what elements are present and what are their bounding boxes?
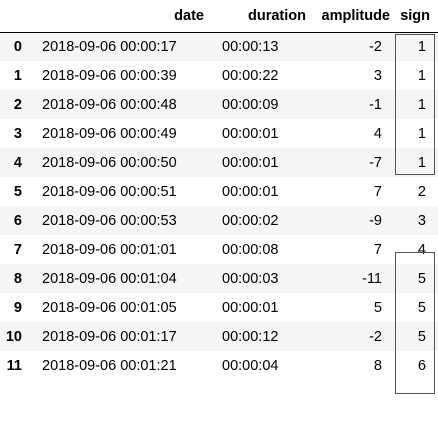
cell-duration: 00:00:02: [222, 212, 279, 229]
cell-duration: 00:00:12: [222, 328, 279, 345]
column-header-amplitude: amplitude: [321, 7, 390, 24]
cell-date: 2018-09-06 00:00:53: [42, 212, 177, 229]
row-index: 3: [13, 125, 22, 142]
table-row: 8 2018-09-06 00:01:04 00:00:03 -11 5: [0, 264, 438, 293]
column-header-duration: duration: [248, 7, 306, 24]
cell-amplitude: -2: [369, 328, 382, 345]
cell-date: 2018-09-06 00:00:17: [42, 38, 177, 55]
cell-sign: 4: [417, 241, 426, 258]
table-body: 0 2018-09-06 00:00:17 00:00:13 -2 1 1 2018-09-…: [0, 32, 438, 380]
table-row: 3 2018-09-06 00:00:49 00:00:01 4 1: [0, 119, 438, 148]
cell-sign: 2: [417, 183, 426, 200]
row-index: 11: [6, 357, 22, 374]
table-row: 7 2018-09-06 00:01:01 00:00:08 7 4: [0, 235, 438, 264]
cell-duration: 00:00:01: [222, 125, 279, 142]
cell-sign: 1: [417, 67, 426, 84]
cell-amplitude: 5: [373, 299, 382, 316]
cell-sign: 5: [417, 299, 426, 316]
cell-duration: 00:00:01: [222, 154, 279, 171]
cell-sign: 5: [417, 270, 426, 287]
cell-amplitude: 8: [373, 357, 382, 374]
cell-duration: 00:00:09: [222, 96, 279, 113]
dataframe-table: date duration amplitude sign 0 2018-09-06…: [0, 0, 438, 380]
cell-amplitude: 3: [373, 67, 382, 84]
cell-amplitude: 7: [373, 183, 382, 200]
table-row: 11 2018-09-06 00:01:21 00:00:04 8 6: [0, 351, 438, 380]
row-index: 8: [13, 270, 22, 287]
table-row: 1 2018-09-06 00:00:39 00:00:22 3 1: [0, 61, 438, 90]
header-row: date duration amplitude sign: [0, 0, 438, 32]
table-row: 10 2018-09-06 00:01:17 00:00:12 -2 5: [0, 322, 438, 351]
cell-date: 2018-09-06 00:00:49: [42, 125, 177, 142]
cell-duration: 00:00:04: [222, 357, 279, 374]
table-row: 4 2018-09-06 00:00:50 00:00:01 -7 1: [0, 148, 438, 177]
row-index: 5: [13, 183, 22, 200]
cell-date: 2018-09-06 00:01:01: [42, 241, 177, 258]
table-header: date duration amplitude sign: [0, 0, 438, 32]
row-index: 6: [13, 212, 22, 229]
cell-date: 2018-09-06 00:00:48: [42, 96, 177, 113]
row-index: 1: [13, 67, 22, 84]
row-index: 10: [5, 328, 22, 345]
cell-date: 2018-09-06 00:00:50: [42, 154, 177, 171]
cell-amplitude: -2: [369, 38, 382, 55]
index-header: [0, 0, 36, 32]
cell-date: 2018-09-06 00:01:17: [42, 328, 177, 345]
row-index: 4: [13, 154, 22, 171]
row-index: 7: [13, 241, 22, 258]
cell-amplitude: -1: [369, 96, 382, 113]
dataframe-output: date duration amplitude sign 0 2018-09-06…: [0, 0, 438, 380]
column-header-sign: sign: [400, 7, 430, 24]
cell-sign: 3: [417, 212, 426, 229]
cell-amplitude: -11: [362, 270, 382, 287]
row-index: 2: [13, 96, 22, 113]
cell-amplitude: -7: [369, 154, 382, 171]
row-index: 9: [13, 299, 22, 316]
cell-duration: 00:00:13: [222, 38, 279, 55]
cell-date: 2018-09-06 00:00:39: [42, 67, 177, 84]
cell-duration: 00:00:03: [222, 270, 279, 287]
cell-date: 2018-09-06 00:01:04: [42, 270, 177, 287]
column-header-date: date: [174, 7, 204, 24]
cell-sign: 6: [417, 357, 426, 374]
cell-date: 2018-09-06 00:01:21: [42, 357, 177, 374]
table-row: 5 2018-09-06 00:00:51 00:00:01 7 2: [0, 177, 438, 206]
cell-sign: 5: [417, 328, 426, 345]
cell-sign: 1: [417, 154, 426, 171]
cell-sign: 1: [417, 96, 426, 113]
row-index: 0: [13, 38, 22, 55]
cell-amplitude: -9: [369, 212, 382, 229]
cell-date: 2018-09-06 00:00:51: [42, 183, 177, 200]
cell-duration: 00:00:01: [222, 183, 279, 200]
cell-amplitude: 7: [373, 241, 382, 258]
table-row: 0 2018-09-06 00:00:17 00:00:13 -2 1: [0, 32, 438, 61]
cell-sign: 1: [417, 125, 426, 142]
cell-date: 2018-09-06 00:01:05: [42, 299, 177, 316]
cell-duration: 00:00:01: [222, 299, 279, 316]
cell-duration: 00:00:22: [222, 67, 279, 84]
table-row: 9 2018-09-06 00:01:05 00:00:01 5 5: [0, 293, 438, 322]
table-row: 6 2018-09-06 00:00:53 00:00:02 -9 3: [0, 206, 438, 235]
cell-sign: 1: [417, 38, 426, 55]
cell-duration: 00:00:08: [222, 241, 279, 258]
cell-amplitude: 4: [373, 125, 382, 142]
table-row: 2 2018-09-06 00:00:48 00:00:09 -1 1: [0, 90, 438, 119]
